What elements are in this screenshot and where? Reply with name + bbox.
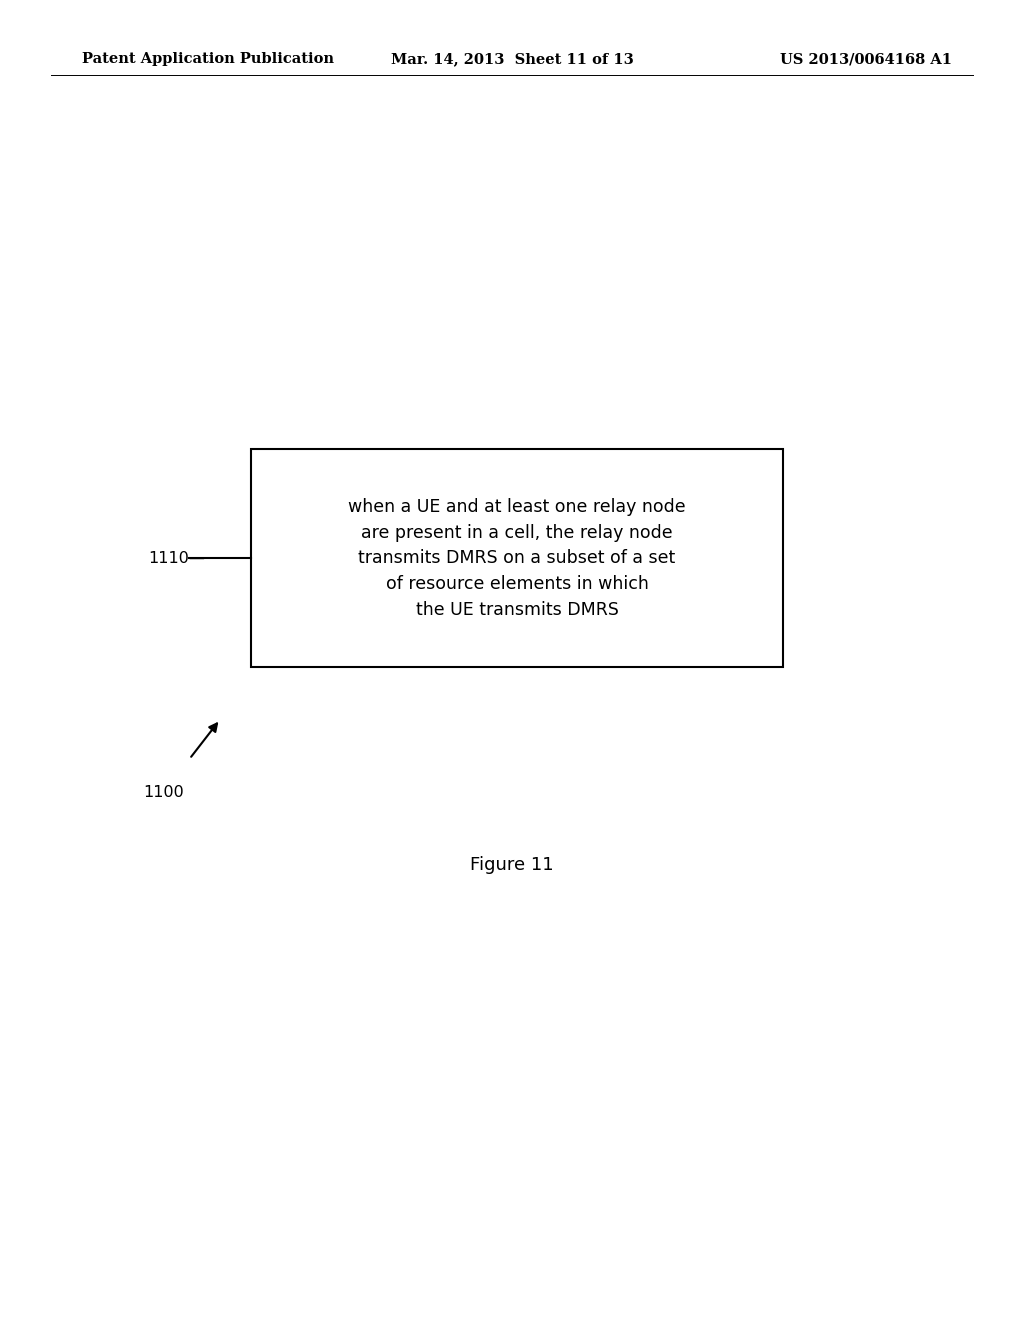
Text: 1110—: 1110— [148,550,206,566]
Text: Patent Application Publication: Patent Application Publication [82,53,334,66]
Bar [251,449,783,667]
Text: 1100: 1100 [143,785,184,800]
Text: Figure 11: Figure 11 [470,855,554,874]
Text: Mar. 14, 2013  Sheet 11 of 13: Mar. 14, 2013 Sheet 11 of 13 [390,53,634,66]
Text: when a UE and at least one relay node
are present in a cell, the relay node
tran: when a UE and at least one relay node ar… [348,498,686,619]
Text: US 2013/0064168 A1: US 2013/0064168 A1 [780,53,952,66]
